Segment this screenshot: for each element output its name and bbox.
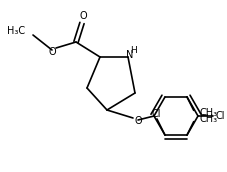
Text: Cl: Cl <box>214 111 224 121</box>
Text: CH₃: CH₃ <box>199 108 217 118</box>
Text: H₃C: H₃C <box>7 26 25 36</box>
Text: N: N <box>126 50 133 60</box>
Text: CH₃: CH₃ <box>199 114 217 124</box>
Text: O: O <box>134 116 141 126</box>
Text: O: O <box>79 11 86 21</box>
Text: H: H <box>130 46 137 55</box>
Text: Cl: Cl <box>151 109 160 119</box>
Text: O: O <box>48 47 56 57</box>
